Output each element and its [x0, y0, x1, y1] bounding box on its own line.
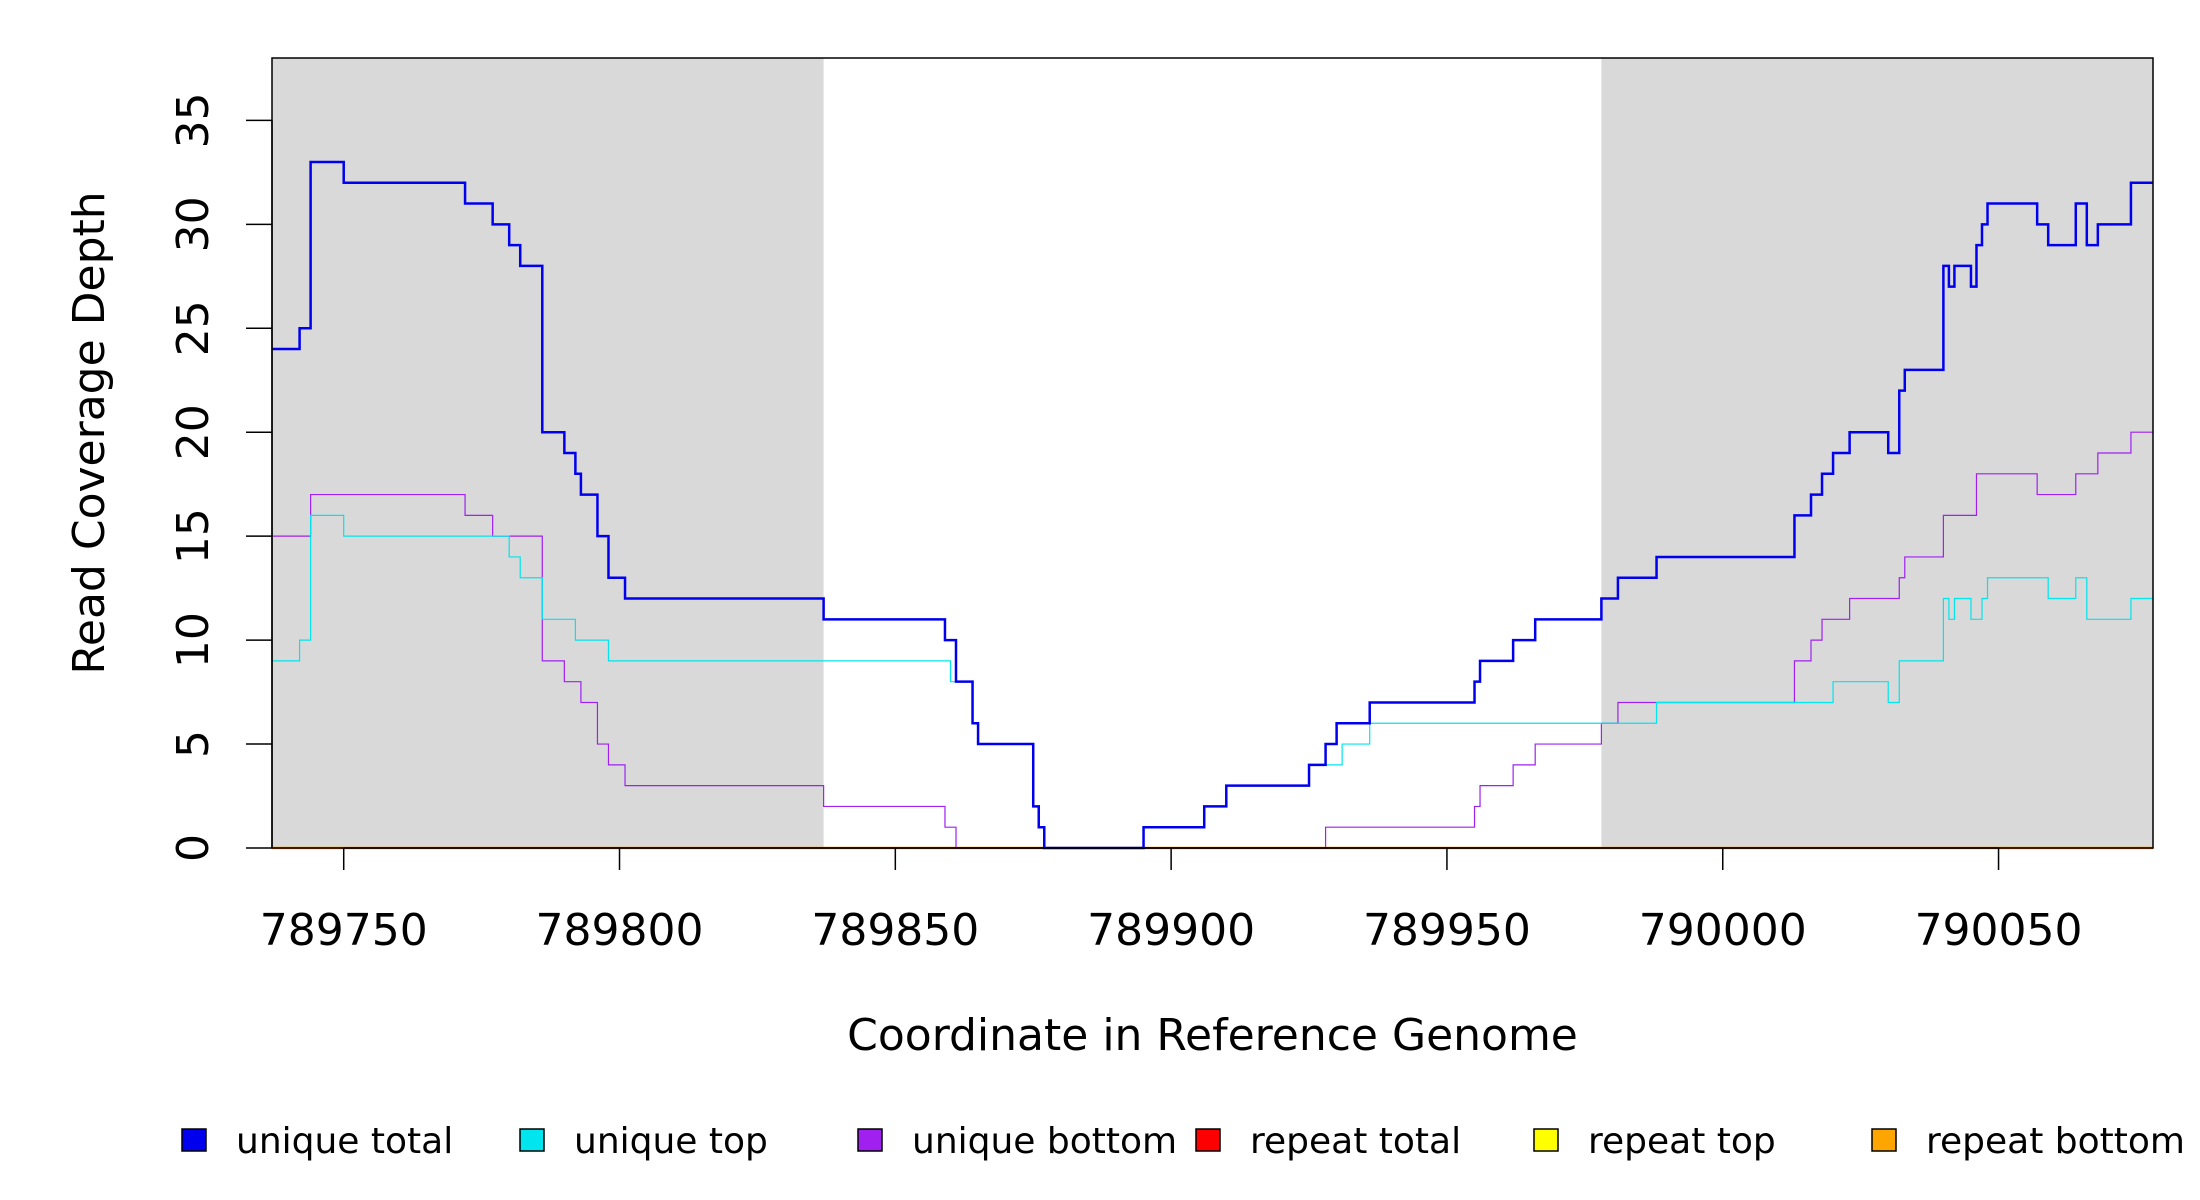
legend-swatch: [181, 1128, 207, 1152]
legend-swatch: [857, 1128, 883, 1152]
x-axis-label: Coordinate in Reference Genome: [847, 1010, 1578, 1061]
legend-label: repeat total: [1250, 1121, 1461, 1162]
x-tick-label: 790000: [1639, 905, 1807, 956]
legend-item-repeat-total: repeat total: [1195, 1121, 1461, 1162]
series-unique-total: [272, 160, 2153, 850]
x-tick-label: 789950: [1363, 905, 1531, 956]
y-tick-label: 15: [168, 508, 219, 564]
y-tick-label: 30: [168, 196, 219, 252]
legend-item-unique-total: unique total: [181, 1121, 453, 1162]
y-tick-label: 0: [168, 834, 219, 862]
legend-swatch: [519, 1128, 545, 1152]
series-unique-bottom: [272, 431, 2153, 849]
y-tick-label: 5: [168, 730, 219, 758]
shaded-region-1: [272, 58, 824, 848]
x-tick-label: 789750: [260, 905, 428, 956]
legend-label: unique top: [574, 1121, 768, 1162]
legend-item-unique-top: unique top: [519, 1121, 768, 1162]
legend-label: unique total: [236, 1121, 453, 1162]
x-tick-label: 789900: [1087, 905, 1255, 956]
legend-label: repeat bottom: [1926, 1121, 2185, 1162]
shaded-region-2: [1601, 58, 2153, 848]
legend: unique total unique top unique bottom repea…: [181, 1121, 2185, 1162]
y-tick-label: 20: [168, 404, 219, 460]
x-tick-label: 789850: [811, 905, 979, 956]
legend-item-repeat-top: repeat top: [1533, 1121, 1776, 1162]
legend-label: unique bottom: [912, 1121, 1177, 1162]
legend-swatch: [1195, 1128, 1221, 1152]
x-tick-label: 789800: [536, 905, 704, 956]
legend-swatch: [1871, 1128, 1897, 1152]
y-tick-label: 10: [168, 612, 219, 668]
y-tick-label: 25: [168, 300, 219, 356]
x-tick-label: 790050: [1915, 905, 2083, 956]
legend-label: repeat top: [1588, 1121, 1776, 1162]
legend-item-repeat-bottom: repeat bottom: [1871, 1121, 2185, 1162]
legend-swatch: [1533, 1128, 1559, 1152]
shaded-regions: [272, 58, 2153, 848]
y-tick-label: 35: [168, 92, 219, 148]
axes: 789750 789800 789850 789900 789950 790000 7900…: [168, 92, 2083, 956]
legend-item-unique-bottom: unique bottom: [857, 1121, 1177, 1162]
y-axis-label: Read Coverage Depth: [64, 191, 115, 674]
